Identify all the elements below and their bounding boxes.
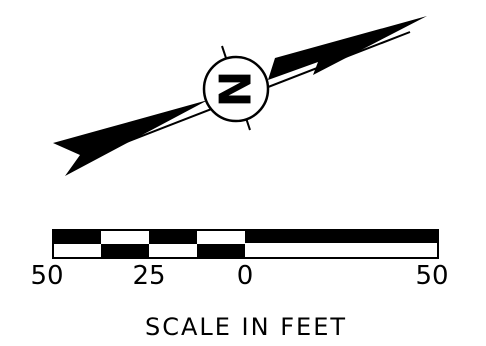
north-circle-tick-top (221, 45, 227, 59)
scale-block-bottom-1 (101, 244, 149, 258)
scale-bar-outline (52, 229, 439, 259)
scale-label-0: 0 (237, 261, 254, 291)
north-letter: N (211, 71, 262, 108)
scale-block-top-3 (245, 230, 438, 244)
scale-label-25: 25 (132, 261, 165, 291)
scale-block-top-1 (53, 230, 101, 244)
north-circle (202, 55, 270, 123)
scale-label-50-left: 50 (30, 261, 63, 291)
scale-bar: 50 25 0 50 SCALE IN FEET (30, 229, 449, 341)
scale-caption: SCALE IN FEET (145, 313, 347, 341)
north-arrow: N (53, 16, 427, 176)
scale-block-bottom-2 (197, 244, 245, 258)
north-arrow-head (268, 16, 427, 80)
scale-label-50-right: 50 (415, 261, 448, 291)
scale-block-top-2 (149, 230, 197, 244)
north-arrow-tail (53, 100, 208, 176)
